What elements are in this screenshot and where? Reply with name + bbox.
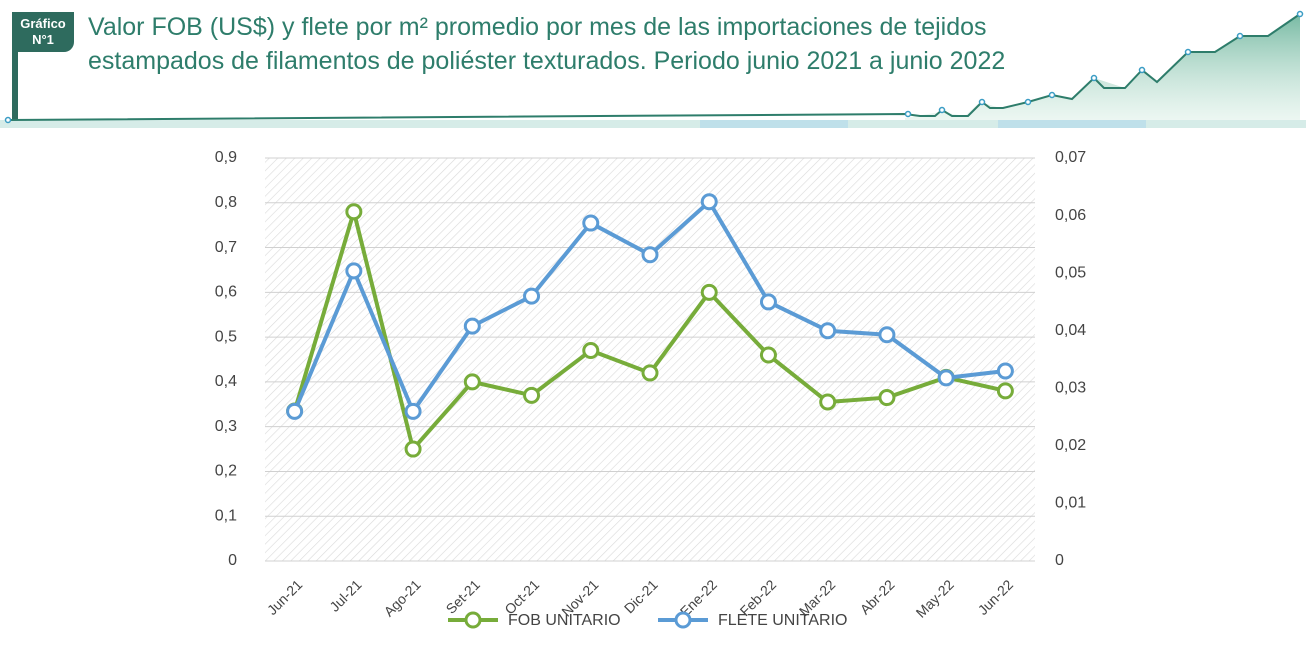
point [761, 348, 775, 362]
x-tick-label: Dic-21 [621, 576, 661, 616]
y-tick-label: 0,6 [215, 284, 237, 301]
point [347, 264, 361, 278]
badge-line: Gráfico [12, 16, 74, 32]
point [406, 404, 420, 418]
point [525, 388, 539, 402]
y-tick-label: 0,06 [1055, 207, 1086, 224]
point [584, 344, 598, 358]
point [998, 384, 1012, 398]
point [525, 289, 539, 303]
y-tick-label: 0,4 [215, 373, 237, 390]
badge-line: N°1 [12, 32, 74, 48]
point [821, 324, 835, 338]
legend-label: FOB UNITARIO [508, 612, 621, 629]
y-tick-label: 0,3 [215, 418, 237, 435]
y-tick-label: 0,7 [215, 239, 237, 256]
chart: 0 0,1 0,2 0,3 0,4 0,5 0,6 0,7 0,8 0,9 0 0,01 0,02 0,0… [0, 130, 1306, 660]
point [406, 442, 420, 456]
y-tick-label: 0,1 [215, 507, 237, 524]
legend-marker [676, 613, 690, 627]
x-tick-label: Set-21 [443, 576, 484, 617]
point [347, 205, 361, 219]
point [939, 371, 953, 385]
chart-title: Valor FOB (US$) y flete por m² promedio … [88, 10, 1098, 78]
point [702, 195, 716, 209]
x-tick-label: Jul-21 [326, 576, 364, 614]
legend-marker [466, 613, 480, 627]
point [288, 404, 302, 418]
point [998, 364, 1012, 378]
x-tick-label: Ago-21 [381, 576, 424, 619]
y-tick-label: 0 [228, 552, 237, 569]
point [465, 319, 479, 333]
y-tick-label: 0,03 [1055, 380, 1086, 397]
point [821, 395, 835, 409]
y-tick-label: 0 [1055, 552, 1064, 569]
y-tick-label: 0,2 [215, 463, 237, 480]
y-tick-label: 0,05 [1055, 264, 1086, 281]
point [880, 391, 894, 405]
y-tick-label: 0,01 [1055, 495, 1086, 512]
x-tick-label: Jun-21 [264, 576, 306, 618]
point [643, 366, 657, 380]
point [880, 328, 894, 342]
page: GráficoN°1 Valor FOB (US$) y flete por m… [0, 0, 1306, 660]
point [702, 285, 716, 299]
legend-label: FLETE UNITARIO [718, 612, 848, 629]
y-tick-label: 0,5 [215, 328, 237, 345]
y-tick-label: 0,02 [1055, 437, 1086, 454]
point [584, 216, 598, 230]
x-tick-label: Jun-22 [975, 576, 1017, 618]
y-tick-label: 0,04 [1055, 322, 1086, 339]
y-tick-label: 0,8 [215, 194, 237, 211]
y-tick-label: 0,9 [215, 149, 237, 166]
point [465, 375, 479, 389]
x-tick-label: May-22 [913, 576, 957, 620]
y-tick-label: 0,07 [1055, 149, 1086, 166]
x-tick-label: Abr-22 [857, 576, 898, 617]
point [643, 248, 657, 262]
point [761, 295, 775, 309]
